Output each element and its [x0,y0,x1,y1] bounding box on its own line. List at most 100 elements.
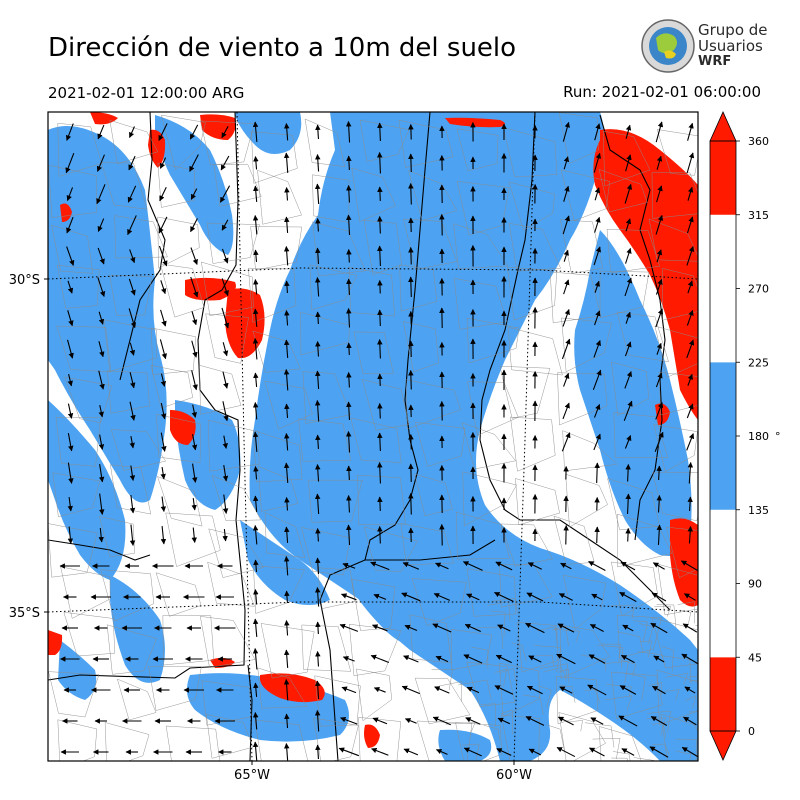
wind-arrow [681,653,698,665]
wind-arrow [315,217,321,232]
wind-arrow [593,152,602,173]
district-border [652,722,667,738]
colorbar-max-extension [709,111,737,142]
district-border [317,567,356,609]
district-border [103,319,157,372]
wind-arrow [494,592,514,602]
wind-arrow [560,562,572,570]
district-border [300,311,350,356]
lon-label-65w: 65°W [234,768,270,783]
district-border [647,710,671,732]
wind-arrow [377,186,383,202]
wind-arrow [370,561,390,571]
wind-arrow [221,126,229,139]
wind-arrow [158,216,168,234]
colorbar: 0 45 90 135 180 225 270 315 360 ° [709,111,781,761]
wind-arrow [346,248,352,263]
wind-arrow [160,309,167,327]
district-border [402,321,439,373]
colorbar-tick-label: 360 [748,135,769,148]
district-border [660,655,692,684]
district-border [603,130,651,187]
district-border [611,671,663,719]
district-border [606,229,661,274]
wind-arrow [314,370,321,390]
wind-arrow [563,249,569,262]
wind-arrow [129,495,136,514]
wind-arrow [345,120,352,143]
wind-arrow [221,248,229,264]
district-border [666,672,689,685]
wind-arrow [345,214,352,236]
district-border [200,616,256,668]
red-region [260,673,325,703]
wind-arrow [593,433,601,451]
district-border [602,661,629,683]
wind-arrow [655,308,664,328]
wind-arrow [408,369,414,390]
wind-arrow [625,527,631,542]
district-border [503,127,558,178]
wind-arrow [284,526,290,544]
wind-arrow [377,496,383,512]
wind-arrow [98,434,105,450]
district-border [601,643,622,662]
wind-arrow [342,656,355,662]
district-border [462,743,480,761]
district-border [398,119,454,168]
colorbar-band [710,362,736,510]
wind-arrow [402,562,420,570]
wind-arrow [346,401,352,421]
valid-time: 2021-02-01 12:00:00 ARG [48,84,244,102]
district-border [400,523,455,566]
wind-arrow [67,496,73,512]
district-border [148,666,202,711]
wind-arrow [403,748,419,756]
wind-arrow [528,748,542,756]
district-border [56,325,112,373]
wind-arrow [67,526,74,545]
wind-arrow [656,185,663,203]
wind-arrow [129,401,136,421]
district-border [206,222,260,264]
wind-arrow [191,527,197,544]
district-border [467,381,519,436]
district-border [48,671,100,718]
wind-arrow [96,184,106,205]
wind-arrow [683,716,697,726]
district-border [456,181,510,236]
wind-arrow [656,465,662,481]
wind-arrow [463,654,483,664]
red-region [48,630,63,655]
colorbar-unit: ° [775,430,781,443]
blue-region [574,230,692,556]
map-frame [47,111,699,762]
wind-arrow [377,279,383,294]
logo-line-1: Grupo de [698,21,768,39]
district-border [651,172,698,219]
district-border [546,724,565,752]
district-border [620,659,637,676]
wind-arrow [589,747,605,757]
district-border [613,412,669,458]
colorbar-tick-label: 225 [748,356,769,369]
wind-arrow [377,338,383,359]
wind-arrow [253,465,259,480]
district-border [653,424,698,473]
wind-arrow [346,307,352,328]
district-border [499,668,518,688]
lat-label-30s: 30°S [9,273,40,288]
wind-arrow [656,524,663,546]
blue-region [560,640,634,705]
wind-arrow [127,185,137,203]
wind-arrow [370,654,390,663]
district-border [676,750,692,761]
wind-arrow [561,338,571,360]
wind-arrow [252,711,259,730]
wind-arrow [655,214,664,235]
wind-arrow [283,245,290,266]
district-border [64,376,113,423]
wind-arrow [401,592,421,602]
district-border [511,642,527,662]
wind-arrow [160,466,166,480]
